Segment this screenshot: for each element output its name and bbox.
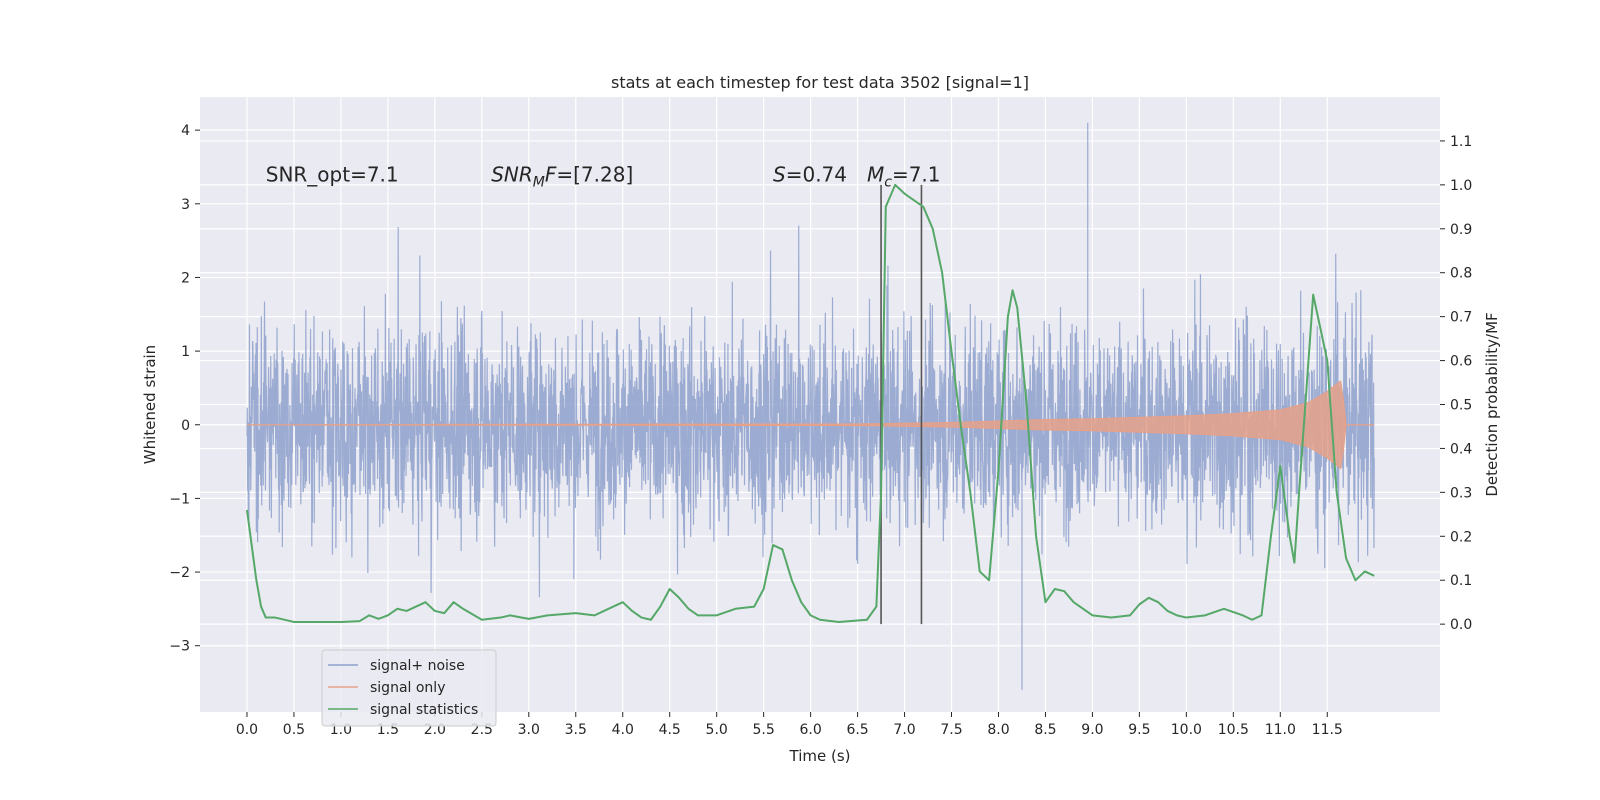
x-tick-label-17: 8.5 [1034,722,1056,738]
y-left-tick-label-7: 4 [181,123,190,139]
y-right-tick-label-8: 0.8 [1450,266,1472,282]
y-right-tick-label-10: 1.0 [1450,178,1472,194]
x-tick-label-6: 3.0 [518,722,540,738]
x-tick-label-23: 11.5 [1312,722,1343,738]
y-right-tick-label-4: 0.4 [1450,441,1472,457]
x-axis-label: Time (s) [789,747,851,765]
y-right-tick-label-0: 0.0 [1450,617,1472,633]
x-tick-label-14: 7.0 [893,722,915,738]
x-tick-label-9: 4.5 [659,722,681,738]
x-tick-label-20: 10.0 [1171,722,1202,738]
series-signal-only [246,380,1375,470]
y-left-tick-label-1: −2 [169,565,190,581]
legend-entry-signal-statistics: signal statistics [370,702,478,718]
y-left-tick-label-4: 1 [181,344,190,360]
x-tick-label-21: 10.5 [1218,722,1249,738]
series-signal-noise [246,122,1375,690]
y-left-tick-label-6: 3 [181,197,190,213]
y-left-tick-label-5: 2 [181,270,190,286]
x-tick-label-16: 8.0 [987,722,1009,738]
signal-statistics-line [245,183,1375,623]
y-right-tick-label-1: 0.1 [1450,573,1472,589]
signal-noise-line [246,122,1375,690]
axes: 0.0 0.5 1.0 1.5 2.0 2.5 3.0 3.5 4.0 4.5 5.0 5.5 6.0 6… [169,123,1472,738]
annotation-s-value: S=0.74 [773,163,847,187]
chart-title: stats at each timestep for test data 350… [611,73,1029,92]
vertical-markers [880,184,923,625]
x-tick-label-0: 0.0 [236,722,258,738]
y-axis-label-right: Detection probability/MF [1483,312,1501,496]
x-tick-label-11: 5.5 [753,722,775,738]
annotation-snr-mf: SNRMF=[7.28] [491,163,633,191]
x-tick-label-22: 11.0 [1265,722,1296,738]
y-right-tick-label-11: 1.1 [1450,134,1472,150]
x-tick-label-8: 4.0 [612,722,634,738]
annotation-snr-opt: SNR_opt=7.1 [266,163,399,187]
annotations: SNR_opt=7.1 SNRMF=[7.28] S=0.74 Mc=7.1 [266,163,941,191]
y-right-tick-label-2: 0.2 [1450,529,1472,545]
y-right-tick-label-7: 0.7 [1450,310,1472,326]
x-tick-label-7: 3.5 [565,722,587,738]
y-left-tick-label-2: −1 [169,491,190,507]
series-signal-statistics [245,183,1375,623]
legend-entry-signal-only: signal only [370,680,445,696]
x-tick-label-1: 0.5 [283,722,305,738]
y-right-tick-label-5: 0.5 [1450,398,1472,414]
annotation-mc-value: Mc=7.1 [867,163,941,191]
y-left-tick-label-0: −3 [169,639,190,655]
x-tick-label-12: 6.0 [799,722,821,738]
signal-only-envelope [246,380,1347,470]
y-left-tick-label-3: 0 [181,418,190,434]
x-tick-label-19: 9.5 [1128,722,1150,738]
legend-box [321,649,497,727]
x-tick-label-18: 9.0 [1081,722,1103,738]
x-tick-label-15: 7.5 [940,722,962,738]
legend-entry-signal-noise: signal+ noise [370,658,465,674]
x-tick-label-10: 5.0 [706,722,728,738]
y-right-tick-label-3: 0.3 [1450,485,1472,501]
x-tick-label-13: 6.5 [846,722,868,738]
y-right-tick-label-6: 0.6 [1450,354,1472,370]
y-axis-label-left: Whitened strain [141,345,159,464]
y-right-tick-label-9: 0.9 [1450,222,1472,238]
legend: signal+ noise signal only signal statist… [321,649,497,727]
